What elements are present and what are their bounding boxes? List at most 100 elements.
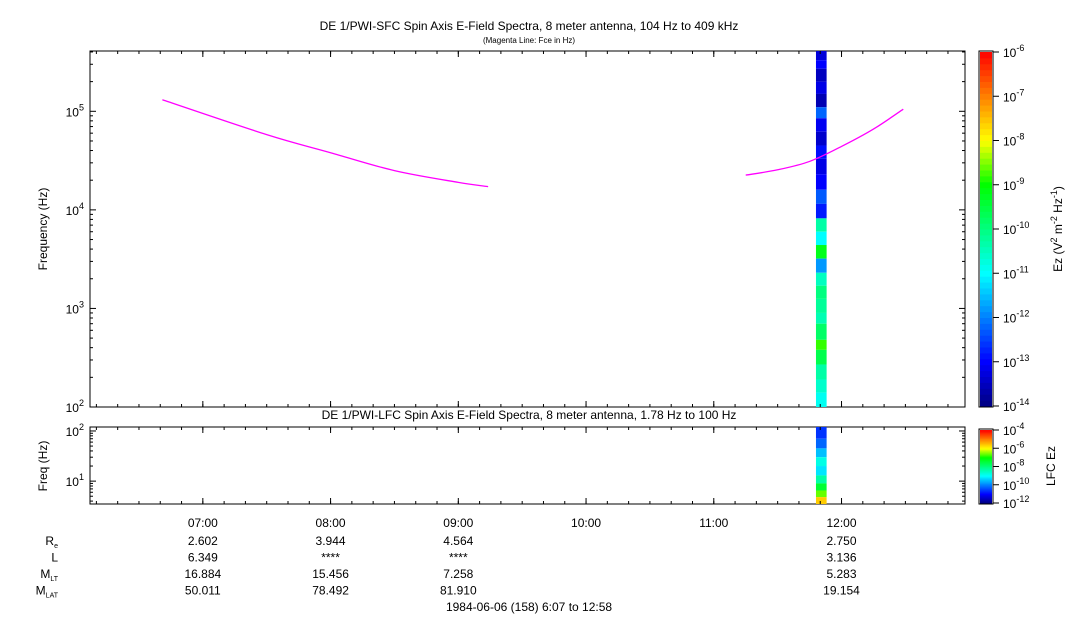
spectrogram-cell bbox=[815, 189, 827, 204]
colorbar-tick-label: 10-12 bbox=[1003, 309, 1029, 326]
colorbar-swatch bbox=[980, 146, 992, 153]
colorbar-swatch bbox=[980, 158, 992, 165]
colorbar-swatch bbox=[980, 442, 992, 444]
colorbar-swatch bbox=[980, 476, 992, 478]
colorbar-swatch bbox=[980, 175, 992, 183]
colorbar-swatch bbox=[980, 388, 992, 395]
colorbar-swatch bbox=[980, 122, 992, 130]
spectrogram-cell bbox=[815, 349, 827, 365]
colorbar-swatch bbox=[980, 465, 992, 467]
colorbar-swatch bbox=[980, 485, 992, 488]
colorbar-swatch bbox=[980, 81, 992, 88]
colorbar-swatch bbox=[980, 323, 992, 330]
colorbar-tick-label: 10-13 bbox=[1003, 353, 1029, 370]
ephemeris-value: 50.011 bbox=[185, 584, 221, 598]
colorbar-swatch bbox=[980, 99, 992, 106]
colorbar-swatch bbox=[980, 447, 992, 449]
lfc-plot-frame bbox=[89, 426, 966, 505]
spectrogram-cell bbox=[815, 145, 827, 159]
ephemeris-value: **** bbox=[449, 551, 468, 565]
colorbar-swatch bbox=[980, 364, 992, 372]
colorbar-swatch bbox=[980, 376, 992, 383]
spectrogram-cell bbox=[815, 448, 827, 458]
colorbar-swatch bbox=[980, 347, 992, 354]
colorbar-swatch bbox=[980, 305, 992, 313]
y-tick-label: 105 bbox=[66, 102, 84, 119]
colorbar-swatch bbox=[980, 484, 992, 487]
colorbar-swatch bbox=[980, 358, 992, 366]
colorbar-swatch bbox=[980, 311, 992, 318]
ephemeris-row-label: Re bbox=[45, 534, 58, 550]
colorbar-swatch bbox=[980, 134, 992, 141]
colorbar-swatch bbox=[980, 93, 992, 100]
spectrogram-cell bbox=[815, 107, 827, 119]
ephemeris-value: 2.602 bbox=[188, 534, 218, 548]
colorbar-swatch bbox=[980, 116, 992, 124]
colorbar-swatch bbox=[980, 152, 992, 159]
ephemeris-value: 6.349 bbox=[188, 551, 218, 565]
colorbar-swatch bbox=[980, 439, 992, 442]
colorbar-swatch bbox=[980, 252, 992, 259]
colorbar-swatch bbox=[980, 433, 992, 436]
colorbar-swatch bbox=[980, 500, 992, 503]
spectrogram-cell bbox=[815, 323, 827, 340]
colorbar-swatch bbox=[980, 483, 992, 486]
colorbar-swatch bbox=[980, 445, 992, 448]
colorbar-swatch bbox=[980, 217, 992, 224]
colorbar-swatch bbox=[980, 448, 992, 450]
spectrogram-cell bbox=[815, 218, 827, 232]
spectrogram-cell bbox=[815, 364, 827, 380]
colorbar-swatch bbox=[980, 443, 992, 446]
colorbar-swatch bbox=[980, 75, 992, 82]
colorbar-swatch bbox=[980, 495, 992, 498]
colorbar-swatch bbox=[980, 434, 992, 437]
spectrogram-cell bbox=[815, 457, 827, 467]
colorbar-swatch bbox=[980, 453, 992, 455]
colorbar-tick-label: 10-6 bbox=[1003, 439, 1024, 456]
spectrogram-cell bbox=[815, 438, 827, 449]
ephemeris-row-label: L bbox=[51, 551, 58, 565]
lfc-y-ticks: 101 102 bbox=[66, 422, 965, 502]
colorbar-swatch bbox=[980, 341, 992, 348]
colorbar-swatch bbox=[980, 492, 992, 494]
lfc-y-axis-label: Freq (Hz) bbox=[36, 441, 50, 492]
colorbar-swatch bbox=[980, 444, 992, 447]
colorbar-swatch bbox=[980, 282, 992, 289]
colorbar-swatch bbox=[980, 449, 992, 452]
time-label: 09:00 bbox=[443, 516, 473, 530]
colorbar-swatch bbox=[980, 493, 992, 495]
colorbar-swatch bbox=[980, 293, 992, 301]
sfc-colorbar-ticks: 10-14 10-13 10-12 10-11 10-10 10-9 10-8 10-7 10-… bbox=[980, 43, 1029, 414]
colorbar-swatch bbox=[980, 468, 992, 471]
ephemeris-row-label: MLT bbox=[40, 567, 58, 583]
colorbar-swatch bbox=[980, 498, 992, 500]
colorbar-swatch bbox=[980, 299, 992, 307]
colorbar-swatch bbox=[980, 205, 992, 212]
colorbar-swatch bbox=[980, 464, 992, 466]
spectrogram-cell bbox=[815, 231, 827, 246]
colorbar-swatch bbox=[980, 317, 992, 324]
colorbar-swatch bbox=[980, 438, 992, 441]
colorbar-swatch bbox=[980, 57, 992, 65]
spectrogram-cell bbox=[815, 60, 827, 69]
colorbar-tick-label: 10-10 bbox=[1003, 476, 1029, 493]
ephemeris-value: 7.258 bbox=[443, 567, 473, 581]
colorbar-swatch bbox=[980, 494, 992, 497]
colorbar-swatch bbox=[980, 370, 992, 377]
time-label: 07:00 bbox=[188, 516, 218, 530]
time-label: 08:00 bbox=[316, 516, 346, 530]
colorbar-swatch bbox=[980, 461, 992, 464]
colorbar-swatch bbox=[980, 488, 992, 491]
colorbar-swatch bbox=[980, 246, 992, 254]
colorbar-swatch bbox=[980, 211, 992, 218]
colorbar-swatch bbox=[980, 457, 992, 460]
ephemeris-value: 16.884 bbox=[184, 567, 221, 581]
spectrogram-cell bbox=[815, 131, 827, 146]
colorbar-swatch bbox=[980, 466, 992, 469]
date-range-label: 1984-06-06 (158) 6:07 to 12:58 bbox=[446, 600, 612, 614]
spectrogram-cell bbox=[815, 490, 827, 498]
lfc-colorbar-label: LFC Ez bbox=[1044, 446, 1058, 486]
colorbar-swatch bbox=[980, 87, 992, 94]
